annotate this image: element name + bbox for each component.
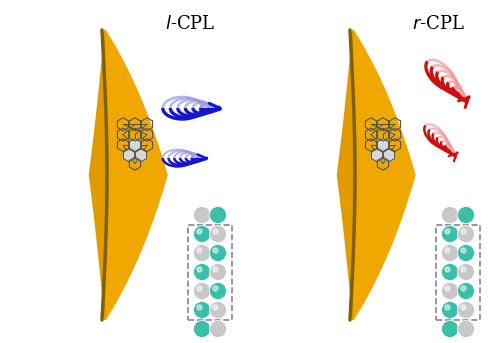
Circle shape [458, 320, 474, 338]
Polygon shape [377, 139, 389, 152]
Polygon shape [123, 149, 135, 162]
Circle shape [445, 267, 450, 272]
Bar [436, 225, 480, 319]
Polygon shape [90, 30, 105, 320]
Circle shape [210, 301, 226, 319]
Circle shape [197, 305, 202, 310]
Circle shape [194, 320, 210, 338]
Circle shape [461, 229, 466, 234]
Polygon shape [338, 30, 415, 320]
Circle shape [197, 248, 202, 253]
Circle shape [458, 225, 474, 243]
Circle shape [213, 248, 218, 253]
Polygon shape [371, 149, 383, 162]
Circle shape [213, 286, 218, 291]
Circle shape [210, 263, 226, 281]
Polygon shape [338, 30, 353, 320]
Circle shape [461, 305, 466, 310]
Circle shape [210, 245, 226, 261]
Circle shape [194, 245, 210, 261]
Circle shape [445, 286, 450, 291]
Circle shape [445, 248, 450, 253]
Circle shape [194, 283, 210, 299]
Circle shape [458, 245, 474, 261]
Circle shape [445, 229, 450, 234]
Polygon shape [383, 149, 395, 162]
Circle shape [461, 286, 466, 291]
Circle shape [442, 320, 459, 338]
Circle shape [213, 267, 218, 272]
Circle shape [194, 206, 210, 224]
Circle shape [442, 263, 459, 281]
Circle shape [197, 229, 202, 234]
Polygon shape [129, 139, 141, 152]
Circle shape [442, 225, 459, 243]
Circle shape [210, 206, 226, 224]
Text: $\it{r}$-CPL: $\it{r}$-CPL [411, 15, 464, 33]
Circle shape [210, 320, 226, 338]
Polygon shape [135, 149, 146, 162]
Circle shape [445, 305, 450, 310]
Circle shape [210, 283, 226, 299]
Circle shape [442, 283, 459, 299]
Circle shape [197, 267, 202, 272]
Text: $\it{l}$-CPL: $\it{l}$-CPL [165, 15, 215, 33]
Circle shape [458, 283, 474, 299]
Circle shape [442, 245, 459, 261]
Circle shape [458, 206, 474, 224]
Circle shape [461, 248, 466, 253]
Circle shape [213, 229, 218, 234]
Polygon shape [90, 30, 167, 320]
Circle shape [461, 267, 466, 272]
Circle shape [442, 206, 459, 224]
Circle shape [210, 225, 226, 243]
Circle shape [194, 263, 210, 281]
Circle shape [194, 225, 210, 243]
Circle shape [194, 301, 210, 319]
Bar [188, 225, 232, 319]
Circle shape [458, 301, 474, 319]
Circle shape [442, 301, 459, 319]
Circle shape [197, 286, 202, 291]
Circle shape [213, 305, 218, 310]
Circle shape [458, 263, 474, 281]
